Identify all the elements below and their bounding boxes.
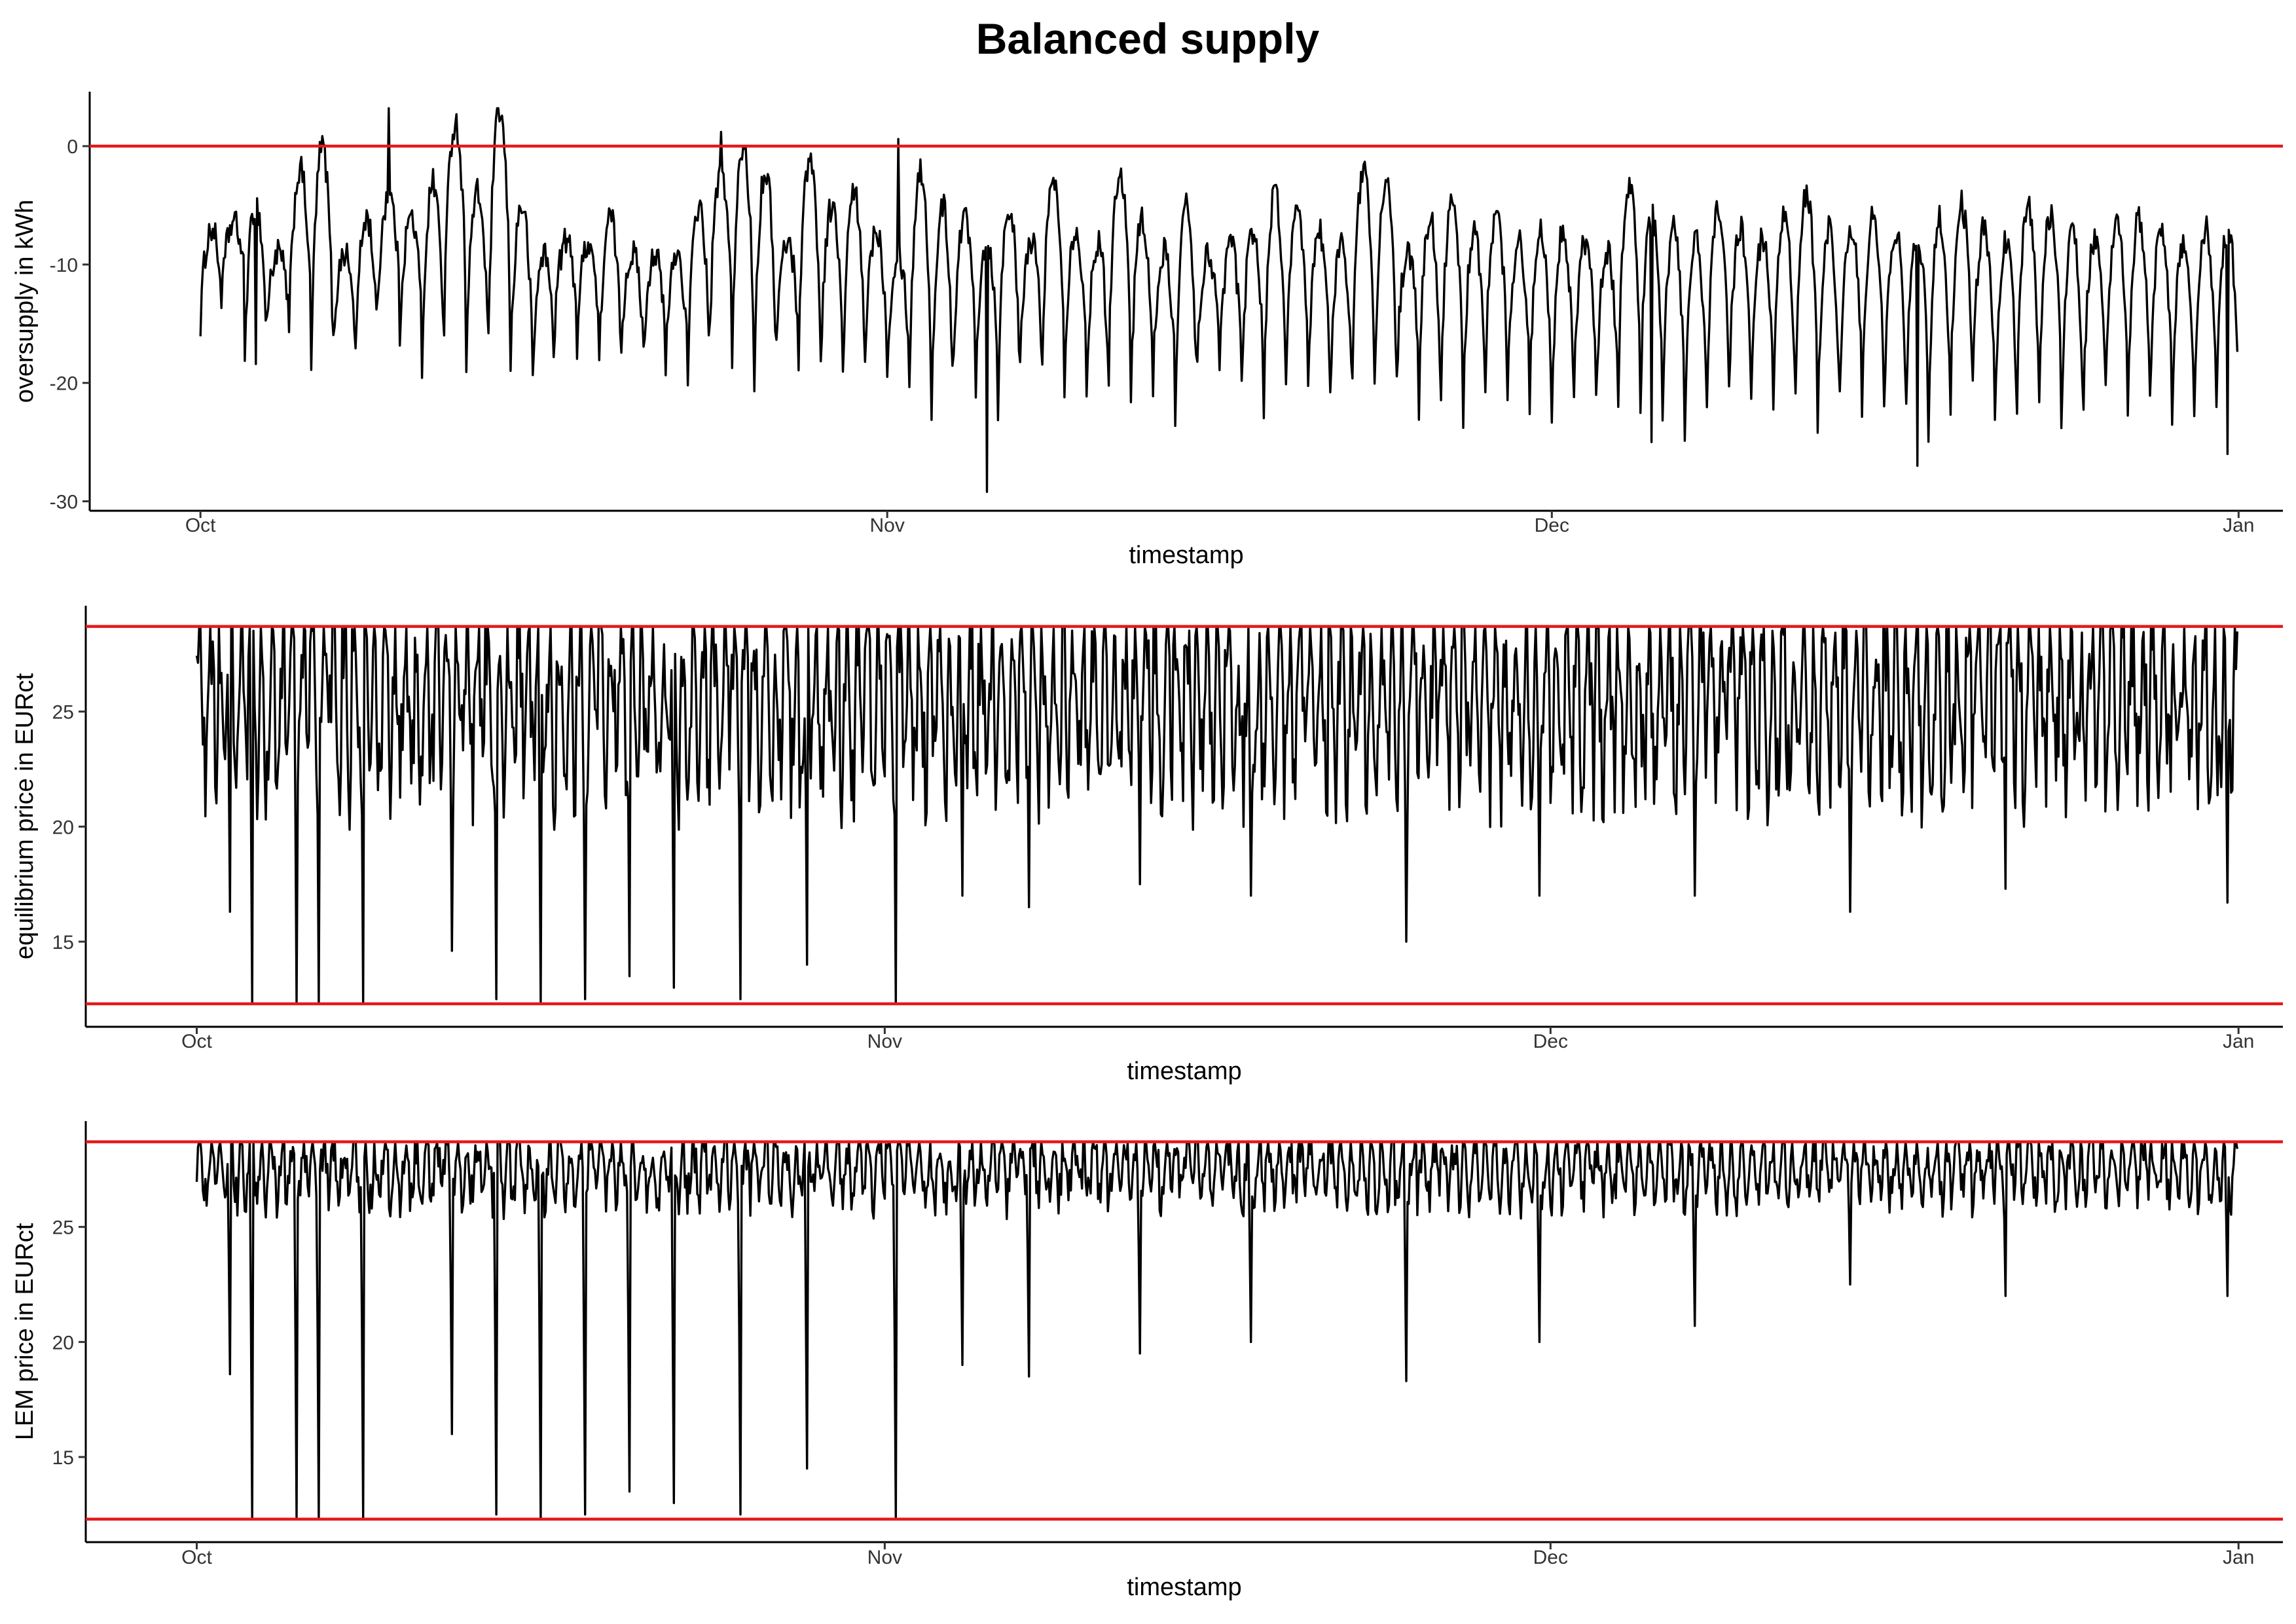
x-tick-label: Oct [185, 515, 216, 536]
y-tick-label: 15 [52, 932, 74, 953]
oversupply-panel: Oct Nov Dec Jan 0 -10 -20 -30 timestamp oversuppl… [11, 92, 2283, 569]
y-tick-label: 0 [67, 136, 78, 158]
x-tick-label: Dec [1535, 515, 1569, 536]
y-tick-label: -10 [50, 255, 78, 276]
series-line [195, 625, 2238, 1005]
y-tick-label: -20 [50, 373, 78, 395]
series-line [199, 107, 2239, 493]
figure-title: Balanced supply [976, 14, 1320, 63]
x-tick-label: Nov [867, 1031, 902, 1052]
series-line [195, 1140, 2238, 1521]
y-tick-label: 15 [52, 1447, 74, 1469]
y-axis-title: oversupply in kWh [11, 200, 39, 403]
y-tick-label: 25 [52, 1217, 74, 1239]
x-tick-label: Nov [867, 1547, 902, 1568]
y-tick-label: 20 [52, 1332, 74, 1354]
x-axis-title: timestamp [1127, 1058, 1241, 1085]
x-tick-label: Jan [2223, 515, 2254, 536]
x-tick-label: Oct [181, 1547, 212, 1568]
x-tick-label: Dec [1533, 1031, 1568, 1052]
x-axis-title: timestamp [1129, 542, 1243, 569]
y-axis-title: equilibrium price in EURct [11, 673, 39, 959]
x-tick-label: Jan [2223, 1547, 2254, 1568]
x-axis-title: timestamp [1127, 1574, 1241, 1601]
x-tick-label: Dec [1533, 1547, 1568, 1568]
y-axis-title: LEM price in EURct [11, 1223, 39, 1440]
y-tick-label: 20 [52, 817, 74, 838]
equilibrium-price-panel: Oct Nov Dec Jan 25 20 15 timestamp equilibrium p… [11, 606, 2283, 1085]
x-tick-label: Nov [870, 515, 905, 536]
x-tick-label: Oct [181, 1031, 212, 1052]
lem-price-panel: Oct Nov Dec Jan 25 20 15 timestamp LEM price in … [11, 1121, 2283, 1601]
y-tick-label: 25 [52, 702, 74, 724]
x-tick-label: Jan [2223, 1031, 2254, 1052]
y-tick-label: -30 [50, 492, 78, 513]
